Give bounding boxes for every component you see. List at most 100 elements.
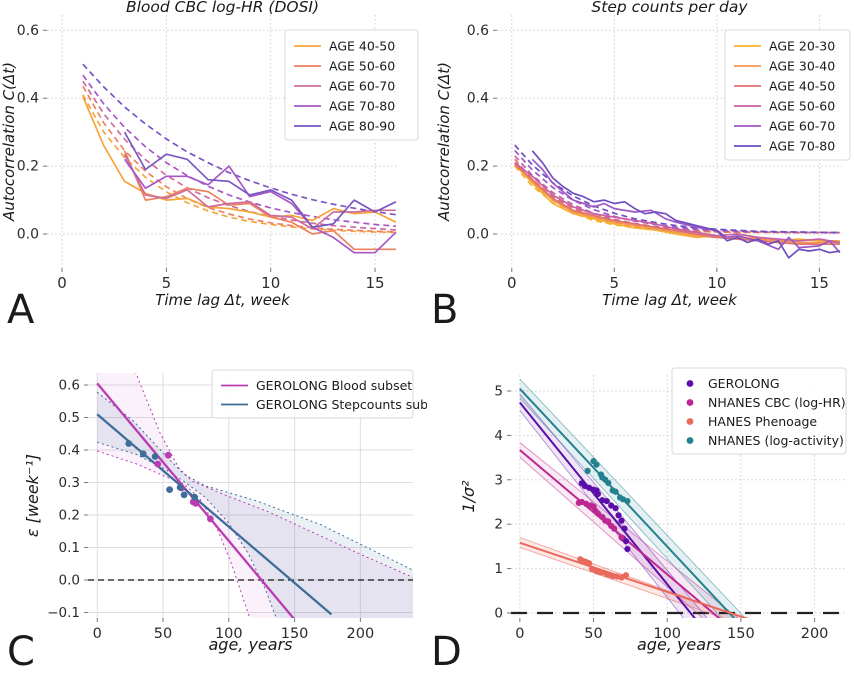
panel-c: 0 50 100 150 200 −0.1 0.0 0.1 0.2 0.3 0.4 0.5 0.6 age…: [0, 340, 427, 674]
series-age-70-80-data: [531, 150, 841, 259]
legend: GEROLONG NHANES CBC (log-HR) HANES Phenoag…: [671, 367, 847, 455]
axes: 0 5 10 15 0.0 0.2 0.4 0.6: [17, 23, 385, 292]
svg-text:0.4: 0.4: [59, 443, 80, 459]
svg-text:−0.1: −0.1: [47, 605, 80, 621]
scatter-blood-points: [154, 451, 214, 523]
series-age-50-60-data: [123, 150, 396, 251]
svg-text:5: 5: [162, 274, 172, 292]
legend-label: AGE 40-50: [769, 79, 835, 94]
svg-text:3: 3: [494, 472, 503, 488]
svg-text:0.6: 0.6: [467, 23, 489, 39]
legend-label: AGE 40-50: [329, 39, 395, 54]
legend-dot-marker: [686, 380, 694, 387]
series-activity-ci-upper: [519, 378, 746, 618]
legend-label: GEROLONG: [708, 376, 780, 391]
series-age-40-50-data: [514, 163, 840, 246]
steps-ci-band: [97, 392, 413, 618]
series-age-60-70-data: [123, 153, 396, 230]
panel-letter-d: D: [431, 629, 462, 674]
series-blood-ci-upper: [135, 373, 413, 578]
svg-text:5: 5: [494, 383, 503, 399]
series-age-80-90-fit: [82, 63, 397, 216]
legend-label: AGE 50-60: [769, 99, 835, 114]
series-age-70-80-fit: [514, 144, 840, 234]
svg-text:0.2: 0.2: [17, 159, 39, 175]
legend-label: AGE 80-90: [329, 119, 395, 134]
svg-text:50: 50: [154, 626, 172, 642]
legend-label: AGE 50-60: [329, 59, 395, 74]
axes: 0 50 100 150 200 0 1 2 3 4 5: [494, 383, 828, 642]
chart-title: Step counts per day: [591, 0, 748, 16]
svg-text:0.6: 0.6: [59, 378, 80, 394]
series-age-70-80-fit: [82, 74, 396, 228]
axes: 0 50 100 150 200 −0.1 0.0 0.1 0.2 0.3 0.4 0.5 0.6: [47, 378, 374, 642]
svg-text:2: 2: [494, 517, 503, 533]
panel-d: 0 50 100 150 200 0 1 2 3 4 5 age, years 1/σ² GEROLONG…: [427, 340, 854, 674]
legend: AGE 40-50 AGE 50-60 AGE 60-70 AGE 70-80 AGE …: [284, 29, 419, 141]
chart-stepcounts-autocorrelation: 0 5 10 15 0.0 0.2 0.4 0.6 Step counts per day Tim…: [435, 0, 851, 309]
series-steps-fit-line: [96, 413, 333, 616]
svg-text:0.0: 0.0: [59, 572, 80, 588]
chart-epsilon-vs-age: 0 50 100 150 200 −0.1 0.0 0.1 0.2 0.3 0.4 0.5 0.6 age…: [23, 369, 427, 654]
series-phenoage-ci-lower: [519, 546, 724, 618]
legend-label: GEROLONG Blood subset: [256, 378, 412, 393]
legend-label: AGE 70-80: [769, 139, 835, 154]
svg-text:150: 150: [281, 626, 309, 642]
chart-blood-cbc-autocorrelation: 0 5 10 15 0.0 0.2 0.4 0.6 Blood CBC log-HR (DOSI…: [0, 0, 419, 309]
y-axis-label: Autocorrelation C(Δt): [435, 62, 453, 222]
series-age-60-70-data: [531, 158, 841, 254]
panel-letter-b: B: [431, 287, 459, 333]
svg-text:0.4: 0.4: [467, 91, 489, 107]
scatter-activity-points: [584, 458, 631, 505]
svg-text:0.0: 0.0: [467, 227, 489, 243]
gridlines: [497, 15, 842, 268]
svg-text:200: 200: [347, 626, 375, 642]
blood-ci-band: [97, 373, 413, 618]
series-phenoage-fit: [519, 541, 749, 618]
legend-label: AGE 70-80: [329, 99, 395, 114]
panel-letter-a: A: [7, 287, 35, 333]
scatter-phenoage-points: [577, 556, 630, 581]
svg-text:0.1: 0.1: [59, 540, 80, 556]
y-axis-label: 1/σ²: [459, 480, 478, 513]
svg-text:100: 100: [215, 626, 243, 642]
legend: GEROLONG Blood subset GEROLONG Stepcounts…: [211, 369, 427, 419]
x-axis-label: Time lag Δt, week: [602, 291, 738, 309]
svg-text:0.3: 0.3: [59, 475, 80, 491]
legend-label: GEROLONG Stepcounts subset: [256, 397, 427, 412]
svg-text:15: 15: [365, 274, 384, 292]
svg-text:0: 0: [515, 626, 524, 642]
legend-label: NHANES (log-activity): [708, 433, 844, 448]
svg-text:0.5: 0.5: [59, 410, 80, 426]
svg-text:0: 0: [494, 605, 503, 621]
series-gerolong-fit: [519, 401, 696, 618]
legend-label: AGE 60-70: [769, 119, 835, 134]
axes: 0 5 10 15 0.0 0.2 0.4 0.6: [467, 23, 829, 292]
legend-label: NHANES CBC (log-HR): [708, 395, 846, 410]
svg-text:0: 0: [93, 626, 102, 642]
legend-label: AGE 30-40: [769, 59, 835, 74]
series-steps-ci-upper: [96, 391, 413, 571]
legend-label: HANES Phenoage: [708, 414, 817, 429]
panel-letter-c: C: [7, 629, 35, 674]
svg-text:0.2: 0.2: [467, 159, 489, 175]
svg-text:0.6: 0.6: [17, 23, 39, 39]
series-age-50-60-data: [514, 162, 841, 244]
x-axis-label: age, years: [637, 635, 721, 654]
panel-a: 0 5 10 15 0.0 0.2 0.4 0.6 Blood CBC log-HR (DOSI…: [0, 0, 427, 340]
plot-area: [88, 373, 413, 618]
scatter-steps-points: [125, 440, 198, 501]
svg-text:0.2: 0.2: [59, 507, 80, 523]
series-age-70-80-data: [123, 158, 397, 254]
scatter-gerolong-points: [578, 480, 631, 553]
series-cbc-ci-upper: [519, 442, 739, 618]
svg-text:0.0: 0.0: [17, 227, 39, 243]
y-axis-label: Autocorrelation C(Δt): [0, 62, 18, 222]
svg-text:50: 50: [584, 626, 602, 642]
plot-area: [82, 63, 397, 254]
svg-text:10: 10: [707, 274, 726, 292]
svg-text:5: 5: [610, 274, 620, 292]
legend-dot-marker: [686, 418, 694, 425]
svg-text:200: 200: [801, 626, 829, 642]
